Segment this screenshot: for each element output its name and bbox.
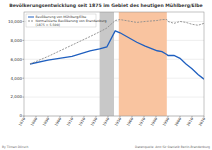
legend-swatch [28, 17, 34, 18]
series-line [30, 20, 204, 64]
x-tick-label: 2010 [186, 116, 194, 127]
x-tick-label: 1890 [42, 116, 50, 127]
y-tick-label: 2,000 [11, 94, 23, 99]
y-tick-label: 4,000 [11, 76, 23, 81]
x-tick-label: 1930 [90, 116, 98, 127]
legend-swatch [28, 21, 34, 22]
footer-right: Datenquelle: Amt für Statistik Berlin-Br… [135, 145, 210, 149]
title: Bevölkerungsentwicklung seit 1875 im Geb… [9, 3, 203, 8]
x-tick-label: 2020 [198, 116, 206, 127]
x-tick-label: 1980 [150, 116, 158, 127]
series-line [30, 31, 204, 79]
plot-area [30, 12, 204, 116]
x-tick-label: 1990 [162, 116, 170, 127]
chart: Bevölkerungsentwicklung seit 1875 im Geb… [0, 0, 212, 150]
plot-frame [24, 12, 204, 116]
x-tick-label: 1900 [54, 116, 62, 127]
y-tick-label: 6,000 [11, 57, 23, 62]
x-tick-label: 1910 [66, 116, 74, 127]
x-tick-label: 2000 [174, 116, 182, 127]
x-tick-label: 1970 [138, 116, 146, 127]
y-tick-label: 10,000 [8, 19, 22, 24]
legend: Bevölkerung von Mühlberg/ElbeNormalisier… [26, 14, 107, 27]
x-tick-label: 1960 [126, 116, 134, 127]
legend-note: (1875 = 5.500) [36, 23, 60, 27]
x-tick-label: 1880 [30, 116, 38, 127]
x-tick-label: 1940 [102, 116, 110, 127]
x-tick-label: 1920 [78, 116, 86, 127]
footer-left: By Tilman Dörsch [2, 145, 28, 149]
x-tick-label: 1870 [18, 116, 26, 127]
period-band [119, 12, 167, 116]
x-tick-label: 1950 [114, 116, 122, 127]
y-tick-label: 8,000 [11, 38, 23, 43]
